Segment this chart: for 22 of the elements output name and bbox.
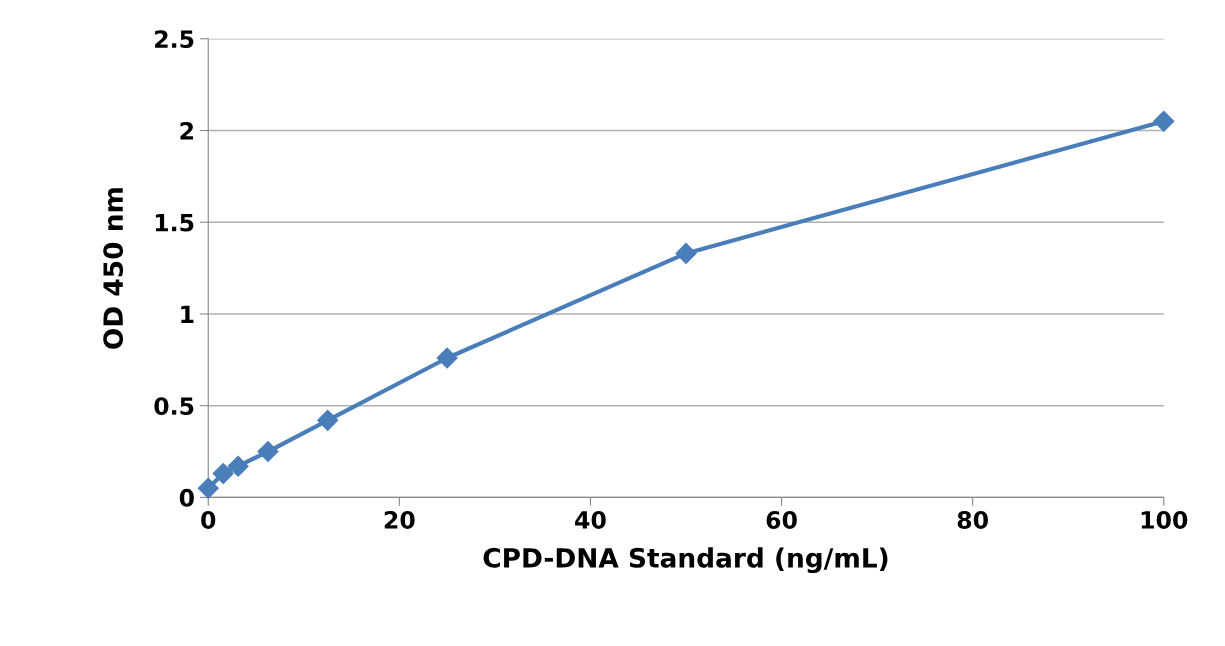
x-axis-title: CPD-DNA Standard (ng/mL) bbox=[483, 547, 888, 574]
point bbox=[197, 477, 219, 499]
point bbox=[317, 409, 339, 431]
point bbox=[227, 455, 249, 477]
y-tick-label: 2.5 bbox=[155, 30, 194, 49]
y-tick-label: 2 bbox=[180, 121, 193, 140]
x-tick-label: 0 bbox=[201, 511, 216, 529]
x-tick-label: 100 bbox=[1141, 511, 1188, 529]
point bbox=[436, 347, 458, 369]
x-tick-label: 80 bbox=[957, 511, 988, 529]
x-tick-label: 40 bbox=[575, 511, 606, 529]
y-tick-label: 0 bbox=[179, 488, 194, 507]
x-tick-label: 20 bbox=[384, 511, 415, 529]
point bbox=[1153, 110, 1175, 132]
point bbox=[675, 242, 697, 264]
point bbox=[212, 463, 234, 485]
y-tick-label: 1.5 bbox=[155, 213, 194, 232]
y-tick-label: 0.5 bbox=[154, 397, 194, 415]
y-axis-title: OD 450 nm bbox=[103, 188, 124, 349]
y-tick-label: 1 bbox=[181, 305, 194, 323]
x-tick-label: 60 bbox=[766, 511, 797, 529]
point bbox=[257, 441, 279, 463]
